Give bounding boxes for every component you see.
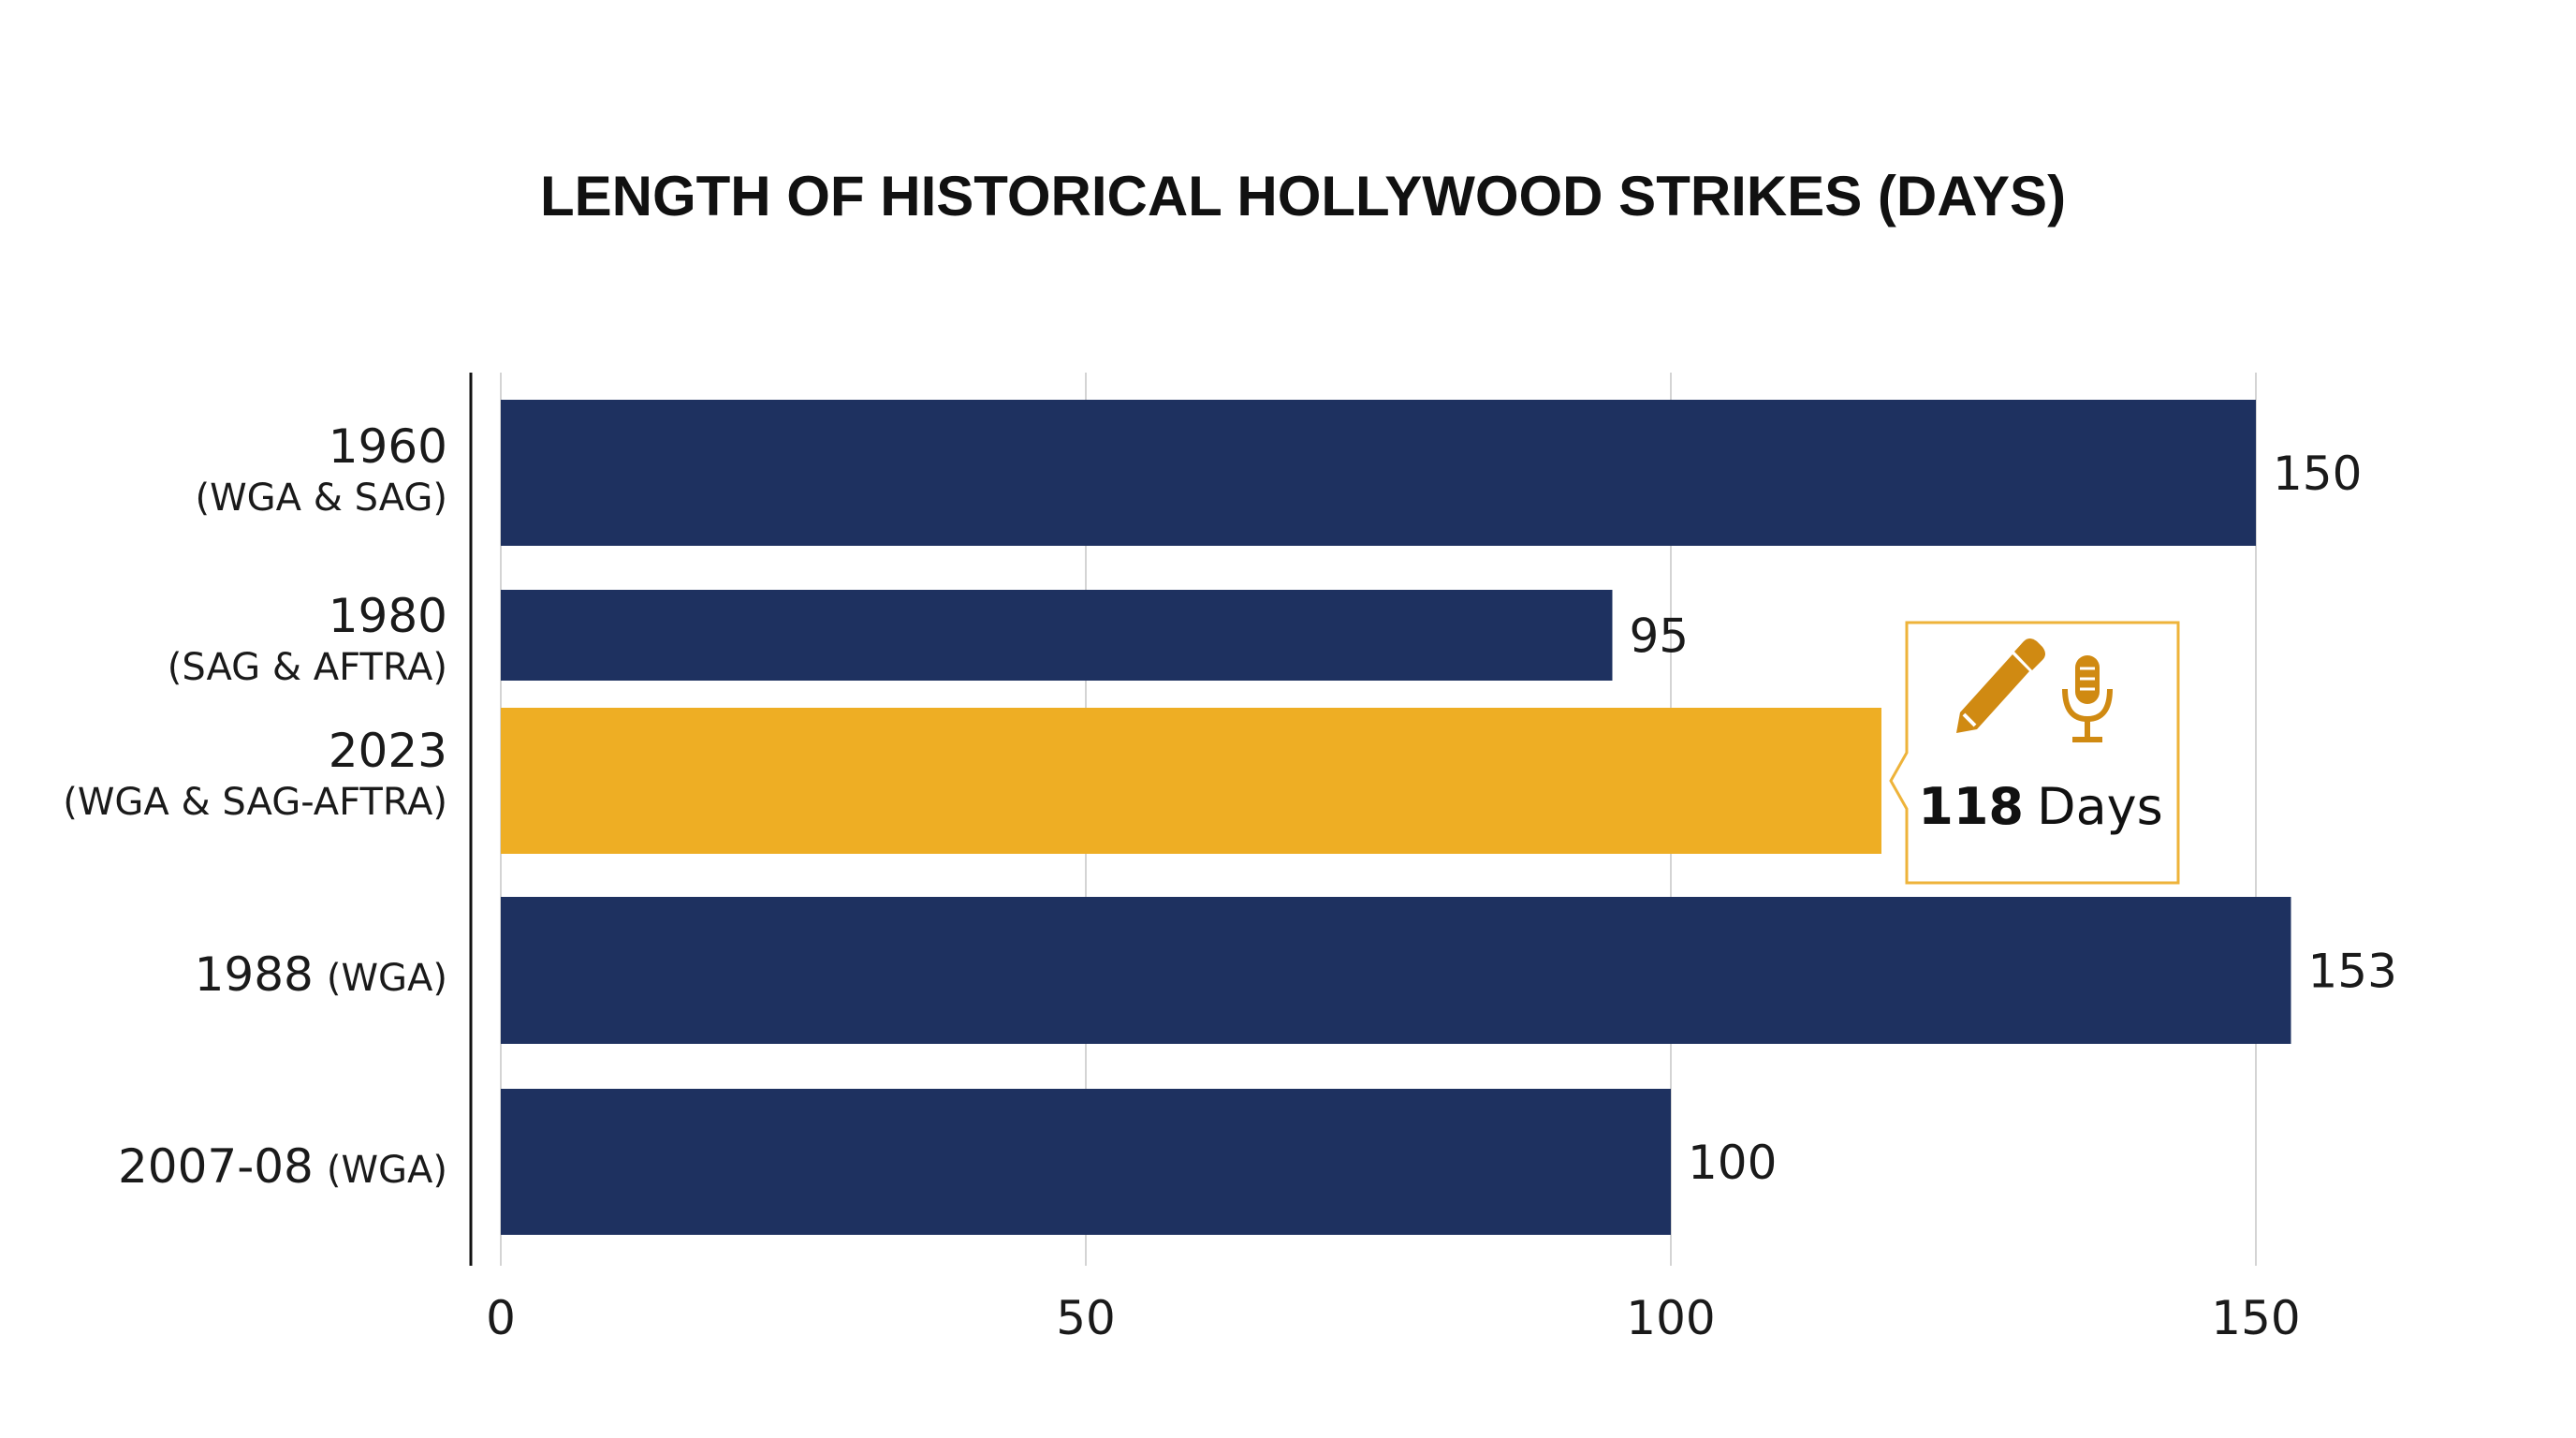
category-sublabel: (WGA) bbox=[327, 957, 447, 1000]
category-label: 1960 bbox=[329, 419, 447, 474]
chart-title: LENGTH OF HISTORICAL HOLLYWOOD STRIKES (… bbox=[540, 165, 2066, 227]
category-labels: 1960(WGA & SAG)1980(SAG & AFTRA)2023(WGA… bbox=[63, 419, 447, 1194]
callout-number: 118 bbox=[1918, 777, 2024, 836]
pen-icon bbox=[1956, 638, 2045, 733]
category-label: 2023 bbox=[329, 724, 447, 778]
callout-value: 118 Days bbox=[1918, 777, 2163, 836]
category-label-year: 2007-08 bbox=[118, 1139, 314, 1194]
bars bbox=[501, 400, 2291, 1235]
x-tick-label: 50 bbox=[1056, 1291, 1116, 1345]
callout-box bbox=[1889, 621, 2180, 885]
bar bbox=[501, 590, 1613, 681]
value-label: 150 bbox=[2273, 447, 2362, 501]
category-sublabel: (WGA) bbox=[327, 1149, 447, 1192]
x-tick-label: 0 bbox=[486, 1291, 516, 1345]
value-labels: 150 95 153 100 bbox=[1630, 447, 2397, 1190]
category-sublabel: (WGA & SAG-AFTRA) bbox=[63, 781, 447, 824]
category-label: 1988 (WGA) bbox=[195, 947, 447, 1002]
x-tick-label: 100 bbox=[1626, 1291, 1715, 1345]
category-label: 2007-08 (WGA) bbox=[118, 1139, 447, 1194]
bar bbox=[501, 897, 2291, 1044]
callout-unit: Days bbox=[2037, 777, 2163, 836]
highlight-callout: 118 Days bbox=[1889, 621, 2180, 885]
bar bbox=[501, 708, 1881, 854]
category-sublabel: (SAG & AFTRA) bbox=[168, 646, 447, 689]
value-label: 153 bbox=[2308, 945, 2397, 999]
value-label: 95 bbox=[1630, 609, 1690, 664]
x-tick-label: 150 bbox=[2211, 1291, 2300, 1345]
bar bbox=[501, 400, 2256, 546]
category-label: 1980 bbox=[329, 589, 447, 643]
value-label: 100 bbox=[1688, 1136, 1777, 1190]
x-axis-ticks: 0 50 100 150 bbox=[486, 1291, 2301, 1345]
microphone-icon bbox=[2062, 655, 2113, 742]
category-label-year: 1988 bbox=[195, 947, 314, 1002]
bar bbox=[501, 1089, 1671, 1235]
category-sublabel: (WGA & SAG) bbox=[195, 477, 447, 520]
